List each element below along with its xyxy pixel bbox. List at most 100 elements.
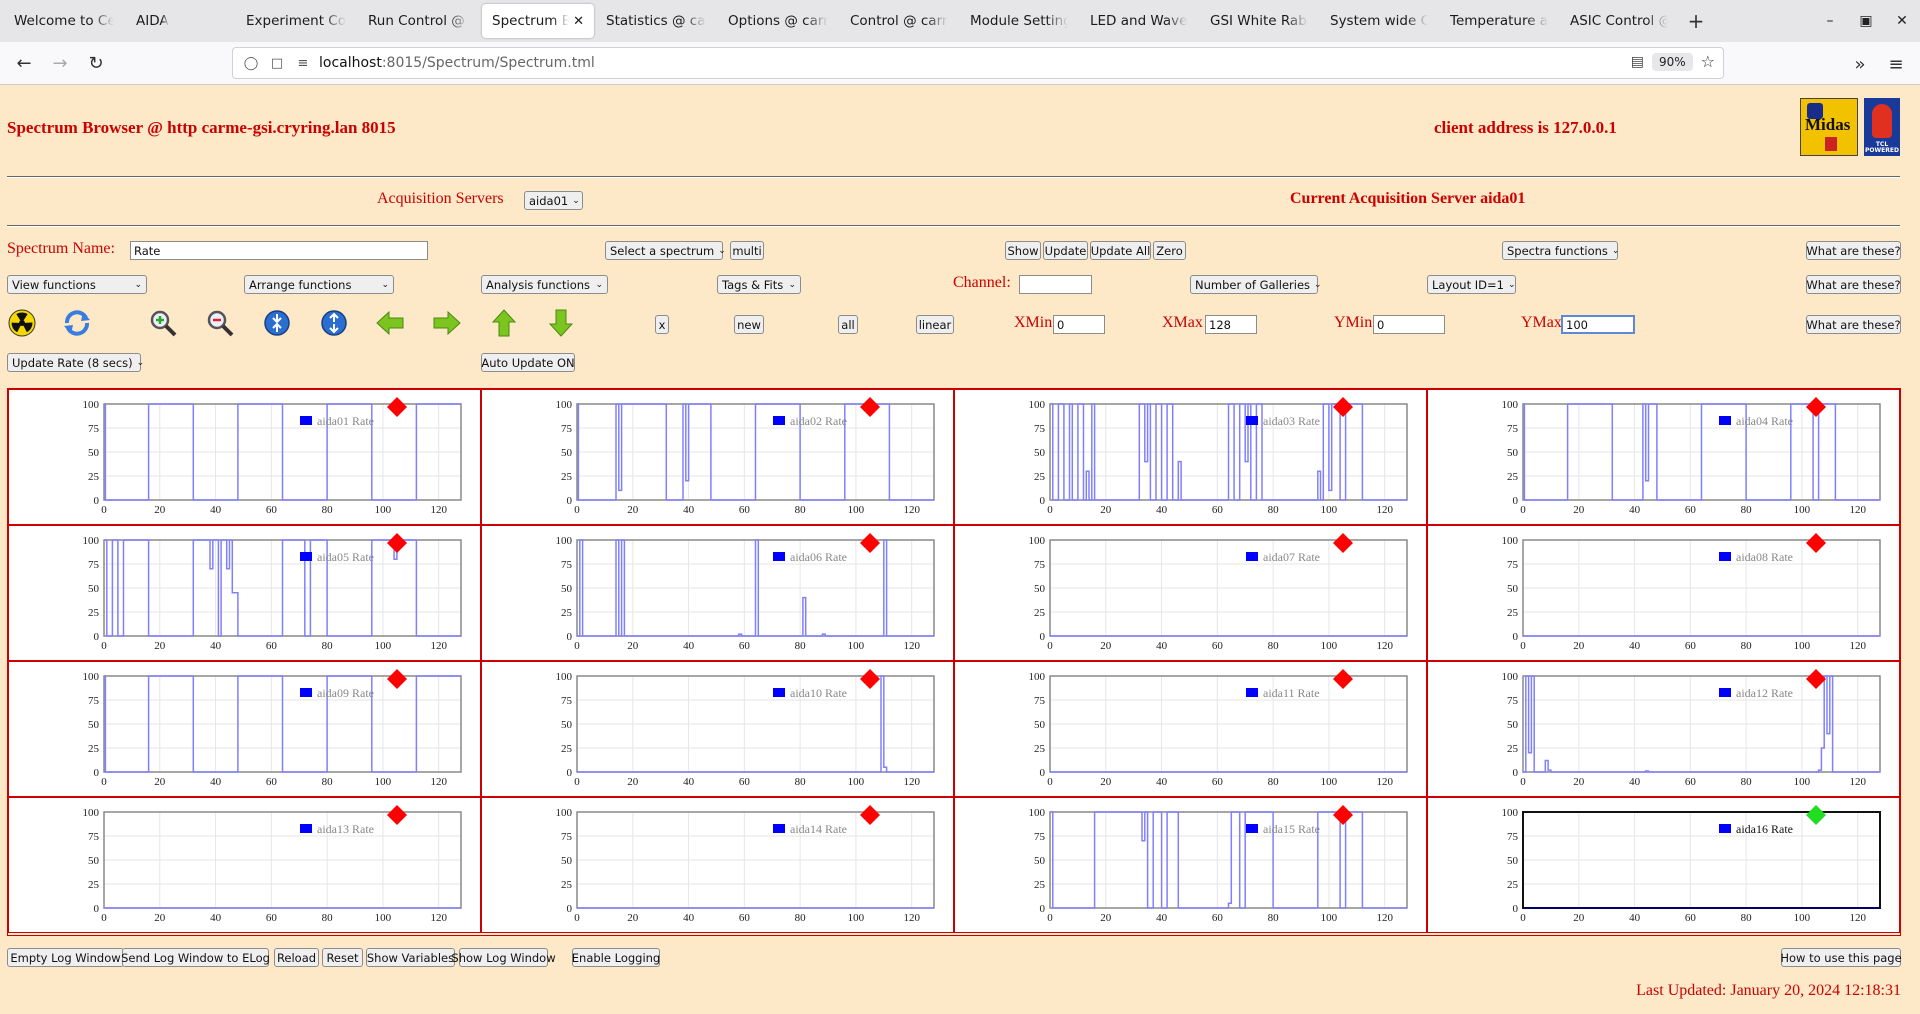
update-all-button[interactable]: Update All (1090, 241, 1151, 260)
zero-button[interactable]: Zero (1153, 241, 1186, 260)
browser-tab[interactable]: Module Settings (960, 4, 1078, 38)
spectra-functions-select[interactable]: Spectra functions ⌄ (1502, 241, 1619, 260)
spectrum-cell[interactable]: 0 20 40 60 80 100 120 0 25 50 75 100 aida01 Rate (8, 389, 481, 525)
multi-button[interactable]: multi (730, 241, 764, 260)
browser-tab[interactable]: Control @ carm (840, 4, 958, 38)
status-marker[interactable] (860, 397, 880, 417)
analysis-functions-select[interactable]: Analysis functions ⌄ (481, 275, 608, 294)
zoom-level[interactable]: 90% (1651, 52, 1693, 71)
shield-icon[interactable]: ◯ (243, 55, 259, 71)
maximize-icon[interactable]: ▣ (1859, 13, 1873, 29)
show-button[interactable]: Show (1005, 241, 1041, 260)
status-marker[interactable] (387, 805, 407, 825)
new-tab-button[interactable]: + (1687, 9, 1705, 33)
browser-tab[interactable]: Welcome to Ce (4, 4, 124, 38)
arrow-left-icon[interactable] (375, 308, 405, 338)
status-marker[interactable] (860, 805, 880, 825)
channel-input[interactable] (1019, 275, 1092, 294)
spectrum-cell[interactable]: 0 20 40 60 80 100 120 0 25 50 75 100 aida15 Rate (954, 797, 1427, 933)
expand-icon[interactable] (319, 308, 349, 338)
new-button[interactable]: new (734, 315, 764, 334)
status-marker[interactable] (1806, 533, 1826, 553)
footer-button[interactable]: Send Log Window to ELog (121, 948, 270, 967)
shrink-icon[interactable] (262, 308, 292, 338)
arrow-down-icon[interactable] (546, 308, 576, 338)
what-are-these-button[interactable]: What are these? (1806, 275, 1901, 294)
spectrum-cell[interactable]: 0 20 40 60 80 100 120 0 25 50 75 100 aida06 Rate (481, 525, 954, 661)
status-marker[interactable] (860, 533, 880, 553)
spectrum-cell[interactable]: 0 20 40 60 80 100 120 0 25 50 75 100 aida12 Rate (1427, 661, 1900, 797)
spectrum-cell[interactable]: 0 20 40 60 80 100 120 0 25 50 75 100 aida11 Rate (954, 661, 1427, 797)
browser-tab[interactable]: Statistics @ car (596, 4, 716, 38)
radiation-icon[interactable] (7, 308, 37, 338)
browser-tab[interactable]: Options @ carm (718, 4, 838, 38)
layout-select[interactable]: Layout ID=1 ⌄ (1427, 275, 1516, 294)
reader-view-icon[interactable]: ▤ (1630, 53, 1644, 70)
footer-button[interactable]: Show Log Window (451, 948, 556, 967)
arrange-functions-select[interactable]: Arrange functions ⌄ (244, 275, 394, 294)
spectrum-cell[interactable]: 0 20 40 60 80 100 120 0 25 50 75 100 aida09 Rate (8, 661, 481, 797)
footer-button[interactable]: Empty Log Window (7, 948, 124, 967)
footer-button[interactable]: Reload (274, 948, 319, 967)
close-window-icon[interactable]: ✕ (1896, 13, 1908, 29)
spectrum-name-input[interactable]: Rate (130, 241, 428, 260)
status-marker[interactable] (1806, 669, 1826, 689)
tags-fits-select[interactable]: Tags & Fits ⌄ (717, 275, 801, 294)
bookmark-star-icon[interactable]: ☆ (1700, 52, 1715, 71)
status-marker[interactable] (1333, 533, 1353, 553)
linear-button[interactable]: linear (916, 315, 954, 334)
footer-button[interactable]: Reset (322, 948, 363, 967)
menu-icon[interactable]: ≡ (1888, 53, 1904, 75)
select-spectrum[interactable]: Select a spectrum ⌄ (605, 241, 726, 260)
browser-tab[interactable]: AIDA (126, 4, 234, 38)
spectrum-cell[interactable]: 0 20 40 60 80 100 120 0 25 50 75 100 aida04 Rate (1427, 389, 1900, 525)
spectrum-cell[interactable]: 0 20 40 60 80 100 120 0 25 50 75 100 aida08 Rate (1427, 525, 1900, 661)
browser-tab[interactable]: Run Control @ c (358, 4, 480, 38)
status-marker[interactable] (1806, 397, 1826, 417)
spectrum-cell[interactable]: 0 20 40 60 80 100 120 0 25 50 75 100 aida03 Rate (954, 389, 1427, 525)
status-marker[interactable] (387, 669, 407, 689)
browser-tab[interactable]: LED and Wavefo (1080, 4, 1198, 38)
status-marker[interactable] (1333, 805, 1353, 825)
spectrum-cell[interactable]: 0 20 40 60 80 100 120 0 25 50 75 100 aida05 Rate (8, 525, 481, 661)
browser-tab[interactable]: Experiment Con (236, 4, 356, 38)
back-button[interactable]: ← (16, 52, 32, 74)
refresh-icon[interactable] (62, 308, 92, 338)
zoom-in-icon[interactable] (148, 308, 178, 338)
spectrum-cell[interactable]: 0 20 40 60 80 100 120 0 25 50 75 100 aida14 Rate (481, 797, 954, 933)
url-bar[interactable]: ◯ □ ≡ localhost:8015/Spectrum/Spectrum.t… (232, 47, 1724, 79)
status-marker[interactable] (387, 397, 407, 417)
spectrum-cell[interactable]: 0 20 40 60 80 100 120 0 25 50 75 100 aida02 Rate (481, 389, 954, 525)
x-button[interactable]: x (655, 315, 669, 334)
what-are-these-button[interactable]: What are these? (1806, 241, 1901, 260)
close-tab-icon[interactable]: ✕ (573, 13, 584, 29)
forward-button[interactable]: → (52, 52, 68, 74)
status-marker[interactable] (387, 533, 407, 553)
galleries-select[interactable]: Number of Galleries ⌄ (1190, 275, 1322, 294)
spectrum-cell[interactable]: 0 20 40 60 80 100 120 0 25 50 75 100 aida16 Rate (1427, 797, 1900, 933)
zoom-out-icon[interactable] (205, 308, 235, 338)
footer-button[interactable]: Enable Logging (572, 948, 660, 967)
browser-tab[interactable]: ASIC Control @ (1560, 4, 1678, 38)
auto-update-button[interactable]: Auto Update ON (481, 353, 575, 372)
overflow-chevron-icon[interactable]: » (1854, 53, 1866, 75)
browser-tab[interactable]: Spectrum Bro✕ (482, 4, 594, 38)
status-marker[interactable] (1333, 397, 1353, 417)
what-are-these-button[interactable]: What are these? (1806, 315, 1901, 334)
servers-select[interactable]: aida01 ⌄ (524, 191, 583, 210)
spectrum-cell[interactable]: 0 20 40 60 80 100 120 0 25 50 75 100 aida13 Rate (8, 797, 481, 933)
update-rate-select[interactable]: Update Rate (8 secs) ⌄ (7, 353, 144, 372)
view-functions-select[interactable]: View functions ⌄ (7, 275, 147, 294)
xmin-input[interactable]: 0 (1053, 315, 1105, 334)
status-marker[interactable] (1333, 669, 1353, 689)
status-marker[interactable] (860, 669, 880, 689)
update-button[interactable]: Update (1043, 241, 1088, 260)
how-to-use-button[interactable]: How to use this page (1780, 948, 1902, 967)
arrow-up-icon[interactable] (489, 308, 519, 338)
footer-button[interactable]: Show Variables (366, 948, 455, 967)
spectrum-cell[interactable]: 0 20 40 60 80 100 120 0 25 50 75 100 aida07 Rate (954, 525, 1427, 661)
ymax-input[interactable]: 100 (1561, 315, 1635, 334)
all-button[interactable]: all (838, 315, 858, 334)
status-marker[interactable] (1806, 805, 1826, 825)
spectrum-cell[interactable]: 0 20 40 60 80 100 120 0 25 50 75 100 aida10 Rate (481, 661, 954, 797)
